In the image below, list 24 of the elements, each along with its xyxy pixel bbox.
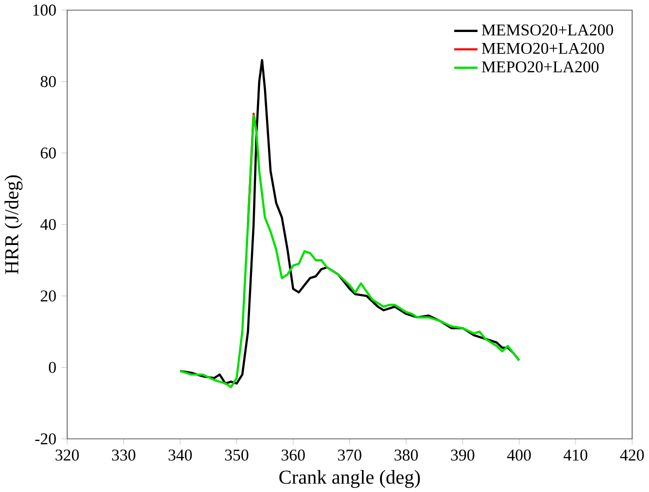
x-tick-label: 330 — [112, 449, 136, 460]
y-tick-label: 0 — [48, 362, 56, 373]
legend-label: MEPO20+LA200 — [482, 61, 598, 72]
x-axis-title: Crank angle (deg) — [279, 470, 420, 488]
legend-label: MEMO20+LA200 — [482, 42, 604, 54]
line-series — [179, 114, 520, 388]
x-tick-label: 400 — [507, 449, 531, 460]
x-tick-label: 360 — [282, 449, 305, 460]
x-tick-label: 320 — [56, 449, 79, 460]
x-tick-label: 340 — [168, 449, 192, 460]
x-tick-label: 390 — [451, 449, 474, 460]
y-tick-label: 40 — [40, 218, 56, 230]
x-tick-label: 410 — [564, 449, 588, 460]
y-axis-title: HRR (J/deg) — [4, 175, 22, 274]
y-tick-label: -20 — [35, 433, 56, 444]
y-tick-label: 80 — [40, 76, 56, 87]
legend-label: MEMSO20+LA200 — [482, 24, 614, 36]
y-tick-label: 100 — [33, 4, 56, 16]
x-tick-label: 380 — [394, 449, 418, 460]
x-tick-label: 420 — [620, 449, 644, 460]
y-tick-label: 60 — [40, 147, 56, 158]
x-tick-label: 350 — [225, 449, 248, 460]
y-tick-label: 20 — [40, 290, 56, 302]
x-tick-label: 370 — [338, 449, 362, 460]
